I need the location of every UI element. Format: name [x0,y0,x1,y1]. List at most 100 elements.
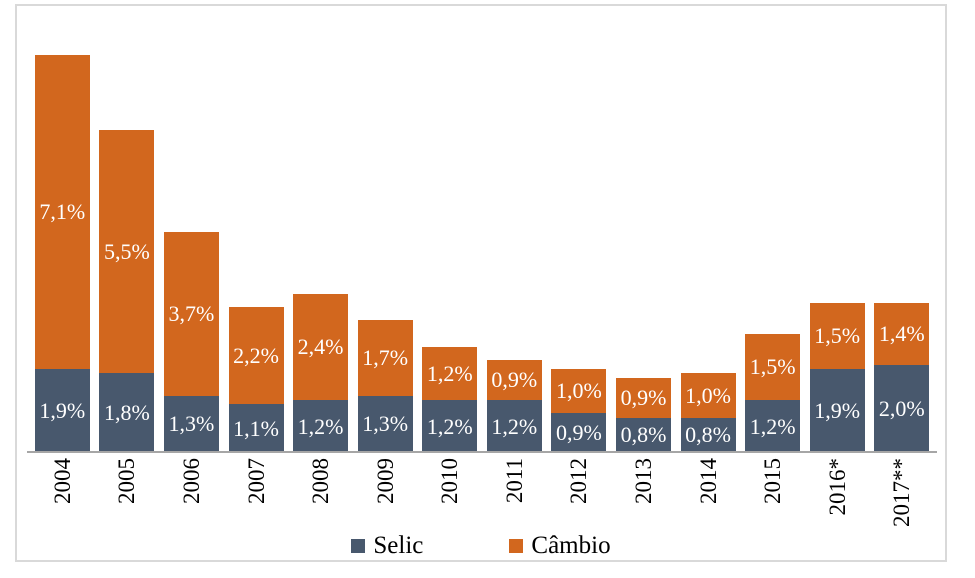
x-axis-label: 2015 [760,458,786,504]
value-label-cambio: 2,4% [297,333,344,359]
value-label-cambio: 1,0% [685,382,731,408]
bar-segment-selic: 0,9% [551,413,607,453]
legend-swatch-cambio [509,538,524,553]
bar-2013: 0,9% 0,8% [615,377,671,453]
value-label-cambio: 0,9% [491,367,538,393]
bar-segment-cambio: 5,5% [99,130,155,374]
legend-label-selic: Selic [373,532,424,559]
value-label-selic: 2,0% [878,395,925,421]
x-axis-label: 2011 [501,458,527,504]
bar-column-2009: 1,7% 1,3% [353,6,418,453]
x-axis-label: 2007 [243,458,269,504]
value-label-selic: 1,3% [168,411,215,437]
bar-column-2017: 1,4% 2,0% [870,6,935,453]
bar-segment-selic: 0,8% [615,417,671,453]
x-axis-line [27,451,937,453]
bar-segment-selic: 1,3% [163,395,219,453]
bar-2010: 1,2% 1,2% [422,347,478,453]
bar-segment-selic: 1,2% [745,400,801,453]
bar-segment-selic: 1,2% [486,400,542,453]
x-axis-label: 2017** [889,458,915,527]
x-axis-label: 2006 [178,458,204,504]
bar-2014: 1,0% 0,8% [680,373,736,453]
value-label-selic: 1,9% [814,398,861,423]
value-label-selic: 1,2% [749,413,796,439]
bar-2007: 2,2% 1,1% [228,307,284,453]
chart-frame: 7,1% 1,9% 5,5% 1,8% 3,7% 1,3% 2,2% 1,1% 2,4% 1,2%… [15,4,947,562]
bar-segment-cambio: 1,5% [745,333,801,400]
value-label-cambio: 3,7% [168,300,215,326]
bar-segment-selic: 2,0% [874,364,930,453]
x-axis-label: 2016* [824,458,850,516]
value-label-selic: 1,9% [39,398,86,423]
x-axis-label: 2012 [566,458,592,504]
bar-2016: 1,5% 1,9% [809,302,865,453]
legend-swatch-selic [351,538,366,553]
x-axis-label: 2014 [695,458,721,504]
bar-2011: 0,9% 1,2% [486,360,542,453]
value-label-cambio: 1,7% [362,344,409,370]
value-label-selic: 1,2% [426,413,473,439]
bar-segment-selic: 1,9% [34,369,90,453]
bar-segment-selic: 1,3% [357,395,413,453]
value-label-selic: 1,1% [233,415,279,441]
value-label-selic: 1,2% [491,413,538,439]
legend-item-selic: Selic [351,533,423,558]
bar-column-2016: 1,5% 1,9% [805,6,870,453]
bar-segment-selic: 1,2% [293,400,349,453]
bar-segment-cambio: 1,4% [874,302,930,365]
bar-column-2011: 0,9% 1,2% [482,6,547,453]
bar-segment-selic: 1,9% [809,369,865,453]
bar-segment-cambio: 7,1% [34,55,90,369]
value-label-cambio: 7,1% [39,199,86,225]
bar-segment-cambio: 0,9% [615,377,671,418]
bar-segment-cambio: 2,4% [293,293,349,400]
bar-column-2014: 1,0% 0,8% [676,6,741,453]
bar-2004: 7,1% 1,9% [34,55,90,453]
bar-segment-selic: 1,2% [422,400,478,453]
value-label-selic: 0,9% [555,420,602,446]
bar-column-2008: 2,4% 1,2% [288,6,353,453]
value-label-selic: 0,8% [620,422,667,448]
bar-2017: 1,4% 2,0% [874,302,930,453]
bar-segment-selic: 0,8% [680,417,736,453]
value-label-cambio: 1,0% [555,378,602,404]
bar-2005: 5,5% 1,8% [99,130,155,453]
bar-column-2007: 2,2% 1,1% [224,6,289,453]
x-axis-label: 2013 [630,458,656,504]
bar-segment-cambio: 1,0% [680,373,736,418]
bar-column-2004: 7,1% 1,9% [30,6,95,453]
bar-segment-cambio: 0,9% [486,360,542,400]
value-label-cambio: 1,4% [878,320,925,346]
x-axis-label: 2008 [308,458,334,504]
bar-column-2006: 3,7% 1,3% [159,6,224,453]
bar-column-2015: 1,5% 1,2% [740,6,805,453]
bar-column-2012: 1,0% 0,9% [547,6,612,453]
value-label-selic: 0,8% [685,422,731,448]
legend-item-cambio: Câmbio [509,532,611,559]
bar-segment-cambio: 2,2% [228,307,284,405]
bar-2012: 1,0% 0,9% [551,369,607,453]
bar-column-2005: 5,5% 1,8% [95,6,160,453]
bar-segment-cambio: 1,2% [422,347,478,400]
value-label-cambio: 0,9% [620,384,667,410]
value-label-selic: 1,8% [103,400,150,426]
bar-segment-selic: 1,8% [99,373,155,453]
x-axis-label: 2004 [49,458,75,504]
bar-segment-cambio: 1,7% [357,320,413,396]
bar-2008: 2,4% 1,2% [293,293,349,453]
legend-label-cambio: Câmbio [531,532,611,559]
bar-2015: 1,5% 1,2% [745,333,801,453]
plot-area: 7,1% 1,9% 5,5% 1,8% 3,7% 1,3% 2,2% 1,1% 2,4% 1,2%… [30,6,934,453]
value-label-cambio: 2,2% [233,342,279,368]
value-label-selic: 1,3% [362,411,409,437]
x-axis-label: 2010 [437,458,463,504]
value-label-selic: 1,2% [297,413,344,439]
bar-2009: 1,7% 1,3% [357,320,413,453]
x-axis-label: 2005 [114,458,140,504]
bar-column-2010: 1,2% 1,2% [417,6,482,453]
bar-column-2013: 0,9% 0,8% [611,6,676,453]
bar-2006: 3,7% 1,3% [163,232,219,453]
bar-segment-cambio: 1,5% [809,302,865,369]
